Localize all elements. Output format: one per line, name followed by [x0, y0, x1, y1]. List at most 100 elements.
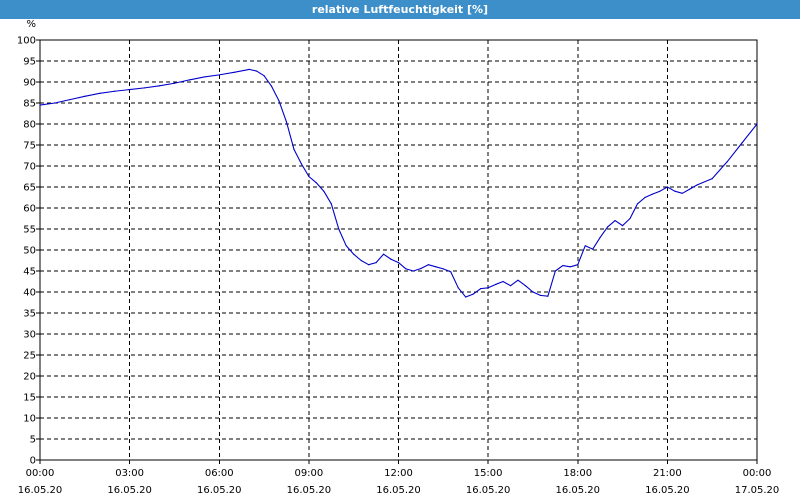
- humidity-data-point: [203, 76, 205, 78]
- humidity-data-point: [532, 291, 534, 293]
- y-tick-label: 70: [23, 162, 36, 173]
- y-tick-label: 35: [23, 309, 36, 320]
- humidity-data-point: [308, 175, 310, 178]
- humidity-data-point: [353, 253, 355, 255]
- humidity-data-point: [248, 68, 250, 70]
- humidity-data-point: [666, 186, 668, 188]
- x-tick-date-label: 16.05.20: [466, 485, 511, 496]
- humidity-data-point: [435, 266, 437, 268]
- humidity-data-point: [562, 264, 564, 267]
- y-tick-label: 10: [23, 414, 36, 425]
- humidity-data-point: [517, 279, 519, 281]
- humidity-data-point: [263, 75, 265, 77]
- humidity-data-point: [487, 287, 489, 289]
- humidity-data-point: [539, 294, 542, 296]
- humidity-data-point: [644, 196, 646, 199]
- humidity-data-point: [173, 82, 176, 84]
- humidity-data-point: [360, 259, 362, 262]
- humidity-data-point: [629, 217, 631, 220]
- humidity-data-point: [397, 262, 400, 264]
- humidity-data-point: [681, 192, 683, 194]
- humidity-data-point: [188, 79, 190, 81]
- y-tick-label: 80: [23, 120, 36, 131]
- humidity-data-point: [293, 148, 295, 150]
- humidity-data-point: [465, 296, 467, 298]
- humidity-data-point: [368, 264, 370, 266]
- humidity-data-point: [285, 121, 288, 123]
- y-tick-label: 30: [23, 330, 36, 341]
- humidity-data-point: [502, 280, 504, 283]
- x-tick-date-label: 16.05.20: [107, 485, 152, 496]
- x-tick-time-label: 12:00: [384, 468, 413, 479]
- humidity-data-point: [405, 268, 407, 270]
- humidity-data-point: [554, 270, 556, 272]
- humidity-data-point: [390, 258, 392, 260]
- x-tick-time-label: 00:00: [26, 468, 55, 479]
- humidity-data-point: [330, 203, 332, 205]
- humidity-data-point: [457, 287, 459, 289]
- humidity-data-point: [427, 264, 429, 266]
- humidity-data-point: [382, 253, 385, 255]
- y-tick-label: 90: [23, 78, 36, 89]
- x-tick-date-label: 16.05.20: [555, 485, 600, 496]
- humidity-data-point: [480, 288, 482, 290]
- x-tick-time-label: 00:00: [743, 468, 772, 479]
- humidity-data-point: [300, 163, 303, 165]
- humidity-data-point: [338, 228, 340, 230]
- humidity-data-point: [99, 92, 101, 94]
- x-tick-date-label: 16.05.20: [376, 485, 421, 496]
- x-tick-date-label: 16.05.20: [287, 485, 332, 496]
- humidity-data-point: [345, 245, 347, 247]
- humidity-data-point: [569, 266, 571, 268]
- humidity-data-point: [592, 248, 594, 250]
- humidity-data-point: [69, 99, 71, 101]
- y-tick-label: 55: [23, 225, 36, 236]
- humidity-data-point: [39, 104, 41, 106]
- x-tick-date-label: 17.05.20: [735, 485, 780, 496]
- y-tick-label: 40: [23, 288, 36, 299]
- x-tick-time-label: 06:00: [205, 468, 234, 479]
- y-tick-label: 45: [23, 267, 36, 278]
- y-tick-label: 50: [23, 246, 36, 257]
- humidity-data-point: [696, 184, 698, 186]
- humidity-data-point: [577, 264, 579, 266]
- humidity-data-point: [509, 285, 512, 287]
- humidity-data-point: [323, 190, 325, 192]
- y-tick-label: 85: [23, 99, 36, 110]
- y-tick-label: 100: [17, 36, 36, 47]
- humidity-data-point: [233, 71, 235, 73]
- humidity-data-point: [54, 102, 56, 104]
- humidity-data-point: [614, 220, 616, 222]
- humidity-data-point: [689, 188, 691, 190]
- humidity-data-point: [278, 100, 280, 102]
- y-tick-label: 65: [23, 183, 36, 194]
- humidity-data-point: [420, 267, 422, 270]
- humidity-data-point: [375, 262, 377, 264]
- y-tick-label: 75: [23, 141, 36, 152]
- humidity-data-point: [472, 293, 474, 295]
- humidity-data-point: [315, 182, 317, 184]
- humidity-data-point: [547, 295, 549, 297]
- x-tick-date-label: 16.05.20: [645, 485, 690, 496]
- y-tick-label: 20: [23, 372, 36, 383]
- humidity-data-point: [599, 236, 601, 238]
- humidity-data-point: [524, 285, 527, 287]
- chart-title: relative Luftfeuchtigkeit [%]: [311, 3, 489, 16]
- humidity-data-point: [674, 190, 676, 192]
- y-tick-label: 60: [23, 204, 36, 215]
- y-tick-label: 0: [30, 456, 36, 467]
- x-tick-date-label: 16.05.20: [18, 485, 63, 496]
- y-tick-label: 25: [23, 351, 36, 362]
- chart-title-bar: relative Luftfeuchtigkeit [%]: [0, 0, 800, 19]
- y-tick-label: 15: [23, 393, 36, 404]
- humidity-data-point: [621, 225, 624, 227]
- y-tick-label: 5: [30, 435, 36, 446]
- x-tick-time-label: 21:00: [653, 468, 682, 479]
- humidity-data-point: [450, 271, 452, 273]
- humidity-data-point: [84, 95, 86, 97]
- humidity-data-point: [218, 74, 220, 76]
- y-tick-label: 95: [23, 57, 36, 68]
- humidity-data-point: [756, 123, 758, 125]
